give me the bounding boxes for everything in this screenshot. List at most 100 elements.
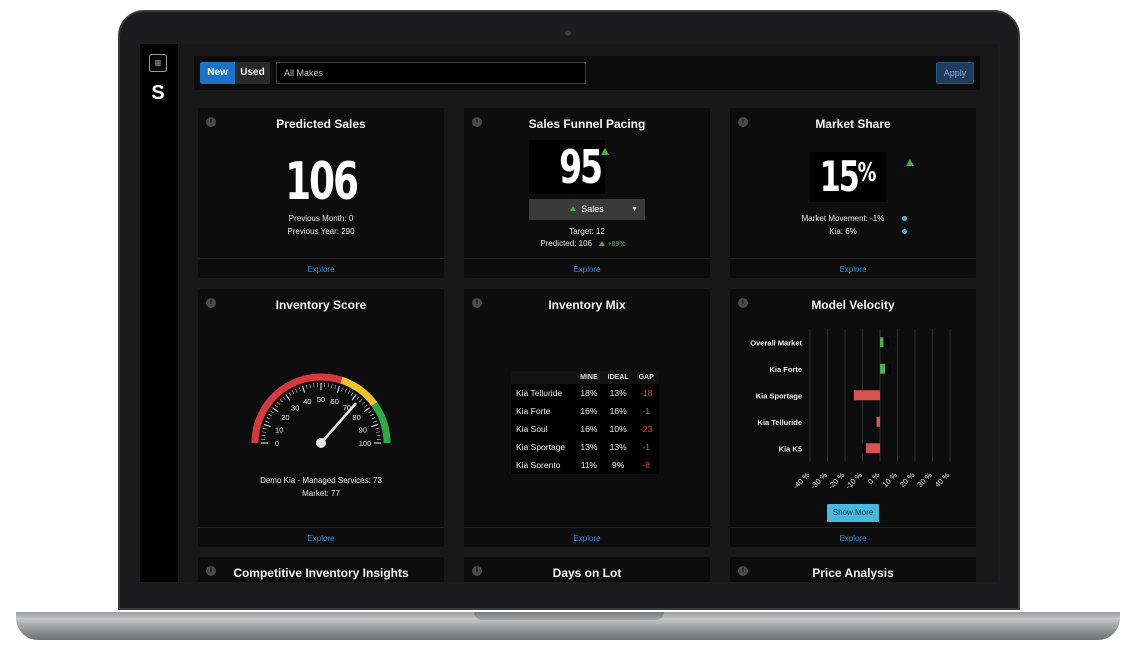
gauge-tick: [263, 423, 271, 428]
velocity-bar: [880, 363, 886, 374]
table-cell-mine: 11%: [580, 460, 598, 470]
info-icon[interactable]: i: [206, 117, 216, 127]
makes-input[interactable]: [276, 62, 586, 84]
card-title: Market Share: [815, 117, 891, 131]
gauge-tick: [291, 390, 295, 395]
info-icon[interactable]: i: [206, 566, 216, 576]
hamburger-menu-icon[interactable]: ≡: [149, 54, 167, 72]
category-label: Overall Market: [750, 338, 802, 347]
gauge-tick: [305, 384, 308, 389]
gauge-tick: [363, 407, 370, 413]
info-icon[interactable]: i: [738, 566, 748, 576]
market-movement-dot: [902, 216, 907, 221]
explore-link[interactable]: Explore: [839, 534, 867, 543]
table-cell-ideal: 10%: [609, 424, 627, 434]
gauge-tick: [344, 388, 347, 393]
info-icon[interactable]: i: [738, 298, 748, 308]
market-share-number: 15: [819, 152, 860, 201]
bar-shadow: [882, 337, 890, 348]
table-cell-model: Kia Forte: [516, 406, 551, 416]
new-toggle-button[interactable]: New: [200, 62, 235, 84]
funnel-metric-label: Sales: [581, 204, 604, 214]
explore-link[interactable]: Explore: [839, 265, 867, 274]
explore-link[interactable]: Explore: [307, 534, 335, 543]
explore-link[interactable]: Explore: [307, 265, 335, 274]
price-analysis-card: i Price Analysis: [730, 557, 976, 582]
dashboard-main: New Used Apply i Predicted Sales 106 Pre…: [178, 44, 998, 582]
gauge-tick-label: 10: [275, 425, 283, 434]
laptop-notch: [474, 612, 664, 620]
gauge-tick: [262, 431, 267, 433]
gauge-tick: [282, 396, 286, 401]
gauge-tick: [369, 413, 374, 417]
inventory-mix-table: MINE IDEAL GAP Kia Telluride 18% 13% -18 Kia…: [511, 371, 659, 474]
previous-year-text: Previous Year: 290: [287, 227, 355, 236]
gauge-tick: [347, 390, 351, 395]
explore-link[interactable]: Explore: [573, 265, 601, 274]
table-cell-gap: -23: [640, 424, 653, 434]
gauge-tick: [272, 407, 279, 413]
gauge-band-red: [251, 373, 343, 444]
info-icon[interactable]: i: [472, 117, 482, 127]
market-movement-text: Market Movement: -1%: [801, 214, 885, 223]
funnel-metric-select[interactable]: Sales ▼: [529, 199, 645, 220]
gauge-tick: [376, 435, 381, 437]
days-on-lot-card: i Days on Lot: [464, 557, 710, 582]
category-label: Kia Telluride: [758, 418, 802, 427]
table-row: Kia Telluride 18% 13% -18: [511, 384, 659, 402]
gauge-tick: [261, 435, 266, 437]
gauge-tick: [265, 420, 270, 423]
gauge-tick: [277, 401, 281, 405]
table-row: Kia Soul 16% 10% -23: [511, 420, 659, 438]
column-header: MINE: [575, 371, 603, 384]
table-cell-model: Kia Telluride: [516, 388, 563, 398]
info-icon[interactable]: i: [206, 298, 216, 308]
previous-month-text: Previous Month: 0: [288, 214, 354, 223]
category-label: Kia Forte: [769, 365, 802, 374]
up-arrow-icon: [570, 206, 577, 211]
gauge-tick: [274, 404, 279, 408]
caret-down-icon: ▼: [631, 206, 638, 213]
gauge-tick: [371, 423, 379, 428]
x-tick-label: -30 %: [809, 470, 829, 490]
gauge-tick-label: 80: [352, 413, 360, 422]
card-title: Inventory Mix: [548, 298, 626, 312]
info-icon[interactable]: i: [472, 566, 482, 576]
info-icon[interactable]: i: [738, 117, 748, 127]
velocity-bar: [866, 443, 880, 454]
x-tick-label: 0 %: [866, 470, 882, 486]
explore-row: Explore: [198, 258, 444, 278]
gauge-tick: [279, 399, 283, 403]
used-toggle-button[interactable]: Used: [235, 62, 270, 84]
camera: [565, 30, 571, 36]
show-more-button[interactable]: Show More: [827, 504, 879, 522]
gauge-tick: [327, 383, 329, 388]
kia-share-text: Kia: 6%: [829, 227, 857, 236]
category-label: Kia Sportage: [756, 391, 802, 400]
table-cell-model: Kia Sorento: [516, 460, 561, 470]
brand-logo-icon[interactable]: S: [151, 82, 165, 104]
gauge-tick-label: 90: [359, 425, 367, 434]
table-cell-model: Kia Soul: [516, 424, 548, 434]
gauge-tick-label: 60: [330, 397, 338, 406]
x-tick-label: 10 %: [880, 470, 899, 489]
info-icon[interactable]: i: [472, 298, 482, 308]
table-cell-gap: -8: [642, 460, 651, 470]
gauge-tick: [350, 392, 354, 396]
explore-row: Explore: [730, 527, 976, 547]
category-label: Kia K5: [779, 444, 802, 453]
funnel-value-box: [529, 140, 605, 194]
explore-link[interactable]: Explore: [573, 534, 601, 543]
table-cell-gap: -18: [640, 388, 653, 398]
x-tick-label: -10 %: [844, 470, 864, 490]
predicted-sales-card: i Predicted Sales 106 Previous Month: 0 …: [198, 108, 444, 278]
gauge-tick: [313, 383, 315, 388]
table-cell-model: Kia Sportage: [516, 442, 566, 452]
velocity-bar: [876, 416, 880, 427]
sidebar: ≡ S: [140, 44, 178, 582]
card-title: Model Velocity: [811, 298, 895, 312]
explore-row: Explore: [464, 258, 710, 278]
gauge-tick: [309, 384, 311, 389]
apply-button[interactable]: Apply: [936, 62, 974, 84]
